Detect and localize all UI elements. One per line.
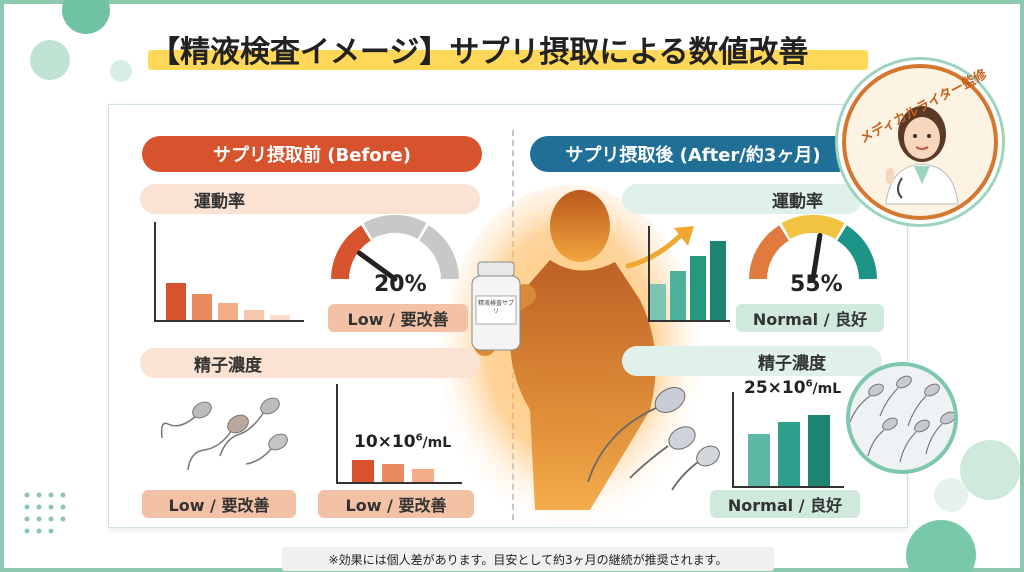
footer-note: ※効果には個人差があります。目安として約3ヶ月の継続が推奨されます。 [282,547,774,571]
after-concentration-exp: 6 [805,378,813,390]
after-motility-bar [670,271,686,320]
after-motility-bar [710,241,726,320]
before-concentration-chart [336,384,462,484]
before-motility-value: 20% [374,272,427,297]
after-motility-bar [690,256,706,320]
before-concentration-base: 10×10 [354,432,416,452]
after-concentration-base: 25×10 [744,378,806,398]
before-motility-bar [192,293,212,320]
after-motility-value: 55% [790,272,843,297]
deco-circle [906,520,976,572]
bottle-label: 精液検査サプリ [477,300,514,315]
doctor-avatar-icon [885,106,959,205]
after-motility-bar [650,284,666,320]
sperm-illustration-before [160,397,288,471]
supplement-bottle [471,261,521,351]
trend-up-arrow-icon [625,226,694,269]
before-concentration-value: 10×106/mL [354,432,451,452]
after-concentration-value: 25×106/mL [744,378,841,398]
after-motility-label: 運動率 [622,184,862,214]
title-highlight [148,50,868,70]
page-title: 【精液検査イメージ】サプリ摂取による数値改善 [150,35,809,70]
before-header: サプリ摂取前 (Before) [142,136,482,172]
after-concentration-unit: /mL [812,381,842,397]
before-motility-bar [244,310,264,320]
before-concentration-bar [412,469,434,482]
after-motility-status: Normal / 良好 [736,304,884,332]
before-motility-bar [270,315,290,320]
magnified-sperm-icon [850,375,954,463]
before-motility-status: Low / 要改善 [328,304,468,332]
before-concentration-unit: /mL [422,435,452,451]
deco-circle [110,60,132,82]
before-motility-chart [154,222,304,322]
sperm-illustration-after [587,387,720,491]
before-concentration-bar [382,464,404,482]
before-concentration-exp: 6 [415,432,423,444]
medical-writer-badge [842,64,998,220]
before-concentration-image-status: Low / 要改善 [142,490,296,518]
deco-circle [934,478,968,512]
after-concentration-bar [748,434,770,486]
before-motility-bar [166,282,186,320]
before-concentration-label: 精子濃度 [140,348,480,378]
deco-dots [24,492,66,534]
before-motility-gauge [331,214,459,282]
before-concentration-bar [352,460,374,482]
deco-circle [30,40,70,80]
after-motility-chart [648,226,730,322]
before-motility-label: 運動率 [140,184,480,214]
magnifier-circle [846,362,958,474]
before-concentration-chart-status: Low / 要改善 [318,490,474,518]
before-motility-bar [218,303,238,320]
after-header: サプリ摂取後 (After/約3ヶ月) [530,136,856,172]
deco-circle [960,440,1020,500]
after-concentration-label: 精子濃度 [622,346,882,376]
after-concentration-bar [778,422,800,486]
after-concentration-chart [732,392,844,488]
after-motility-gauge [749,214,877,282]
after-concentration-status: Normal / 良好 [710,490,860,518]
after-concentration-bar [808,414,830,486]
